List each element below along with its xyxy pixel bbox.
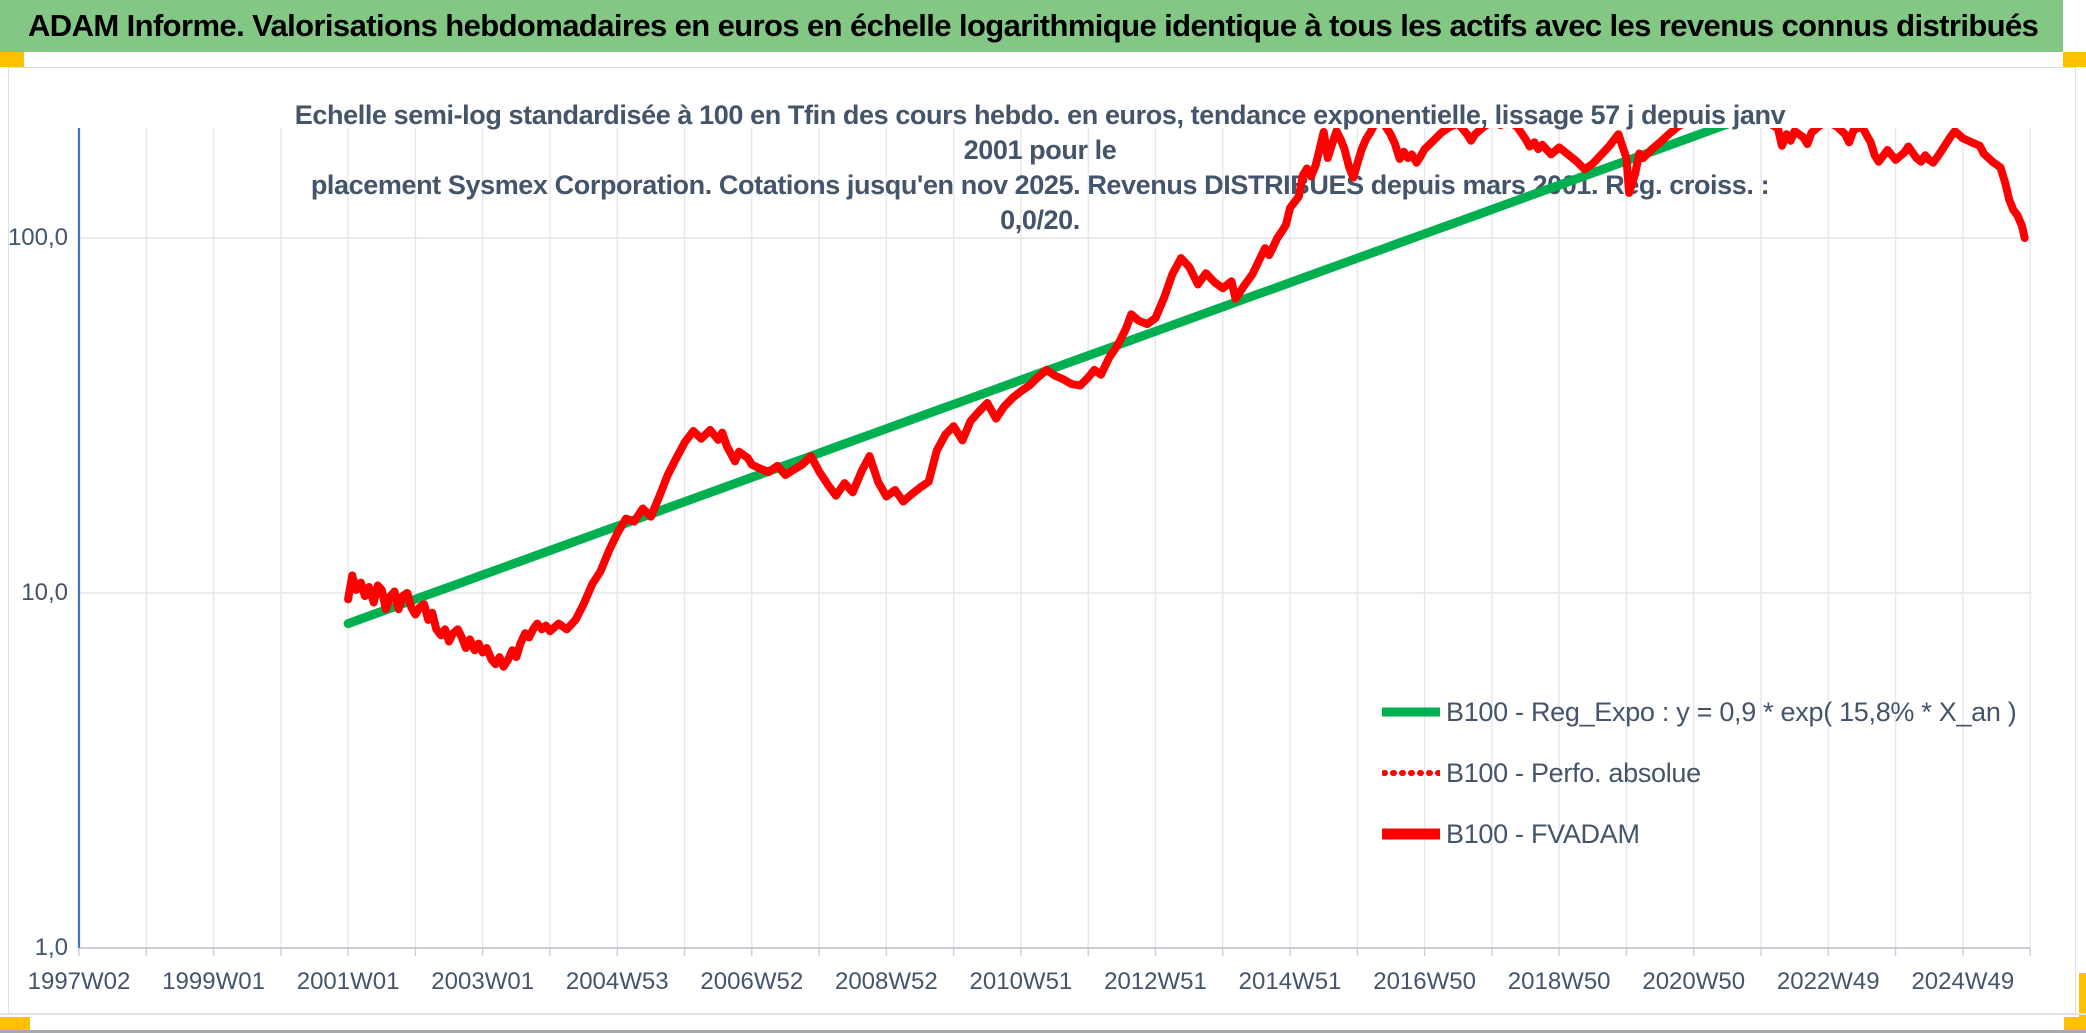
accent-strip-right (2079, 973, 2086, 1031)
bottom-taskbar-edge (0, 1030, 2086, 1033)
legend-item-fvadam: B100 - FVADAM (1382, 814, 2017, 854)
accent-square-top-right (2063, 52, 2086, 67)
legend: B100 - Reg_Expo : y = 0,9 * exp( 15,8% *… (1382, 692, 2017, 875)
accent-square-bottom-left (0, 1017, 30, 1031)
series-b100-perfo-absolue (344, 128, 2029, 671)
legend-label: B100 - Reg_Expo : y = 0,9 * exp( 15,8% *… (1446, 696, 2017, 727)
legend-label: B100 - Perfo. absolue (1446, 757, 1701, 788)
series-b100-fvadam (344, 128, 2029, 671)
chart-title-line1: Echelle semi-log standardisée à 100 en T… (294, 100, 1786, 165)
header-bar: ADAM Informe. Valorisations hebdomadaire… (0, 0, 2063, 52)
trend-line-swatch-icon (1382, 707, 1440, 717)
bottom-divider (0, 1013, 2086, 1015)
legend-label: B100 - FVADAM (1446, 818, 1640, 849)
chart-card (8, 67, 2076, 1014)
legend-item-reg-expo: B100 - Reg_Expo : y = 0,9 * exp( 15,8% *… (1382, 692, 2017, 732)
price-line-swatch-icon (1382, 828, 1440, 840)
dotted-line-swatch-icon (1382, 770, 1440, 776)
legend-item-perfo-absolue: B100 - Perfo. absolue (1382, 753, 2017, 793)
accent-square-top-left (0, 52, 24, 67)
page-title: ADAM Informe. Valorisations hebdomadaire… (28, 8, 2039, 43)
series-b100-reg-expo (343, 128, 1731, 629)
